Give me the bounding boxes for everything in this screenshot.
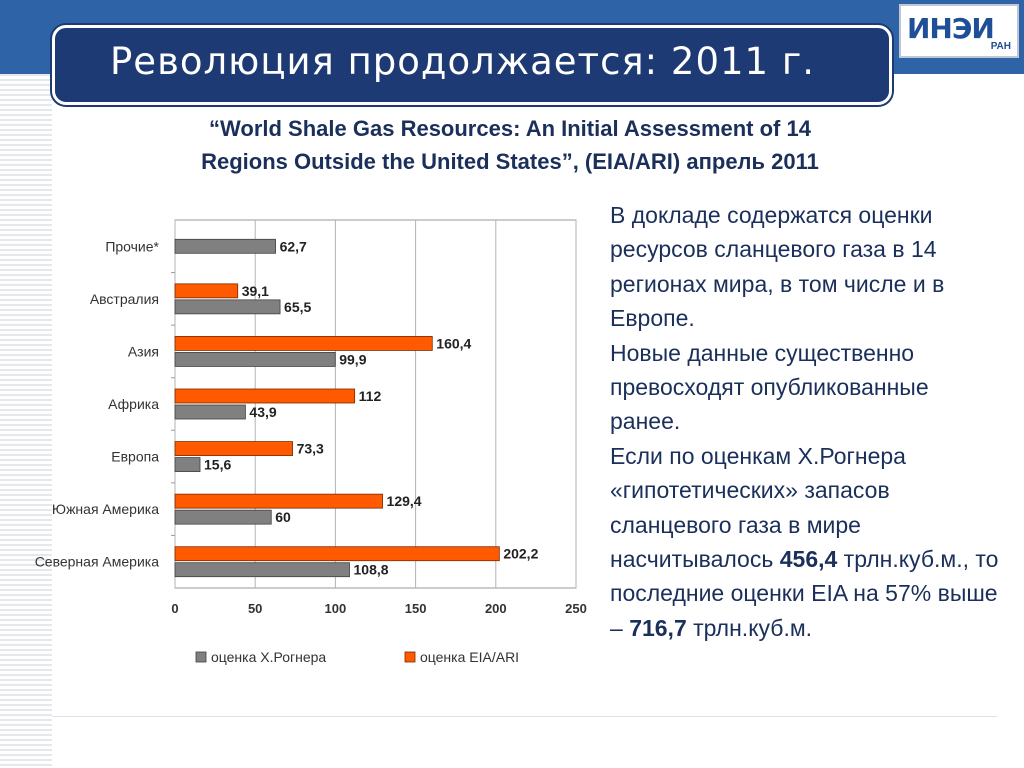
bar-eia — [174, 336, 433, 351]
bar-rogner — [174, 404, 246, 420]
bar-eia — [174, 283, 239, 299]
bar-rogner — [174, 352, 336, 367]
data-label-rogner: 62,7 — [280, 238, 307, 254]
data-label-eia: 39,1 — [242, 283, 269, 299]
body-paragraph-1: В докладе содержатся оценки ресурсов сла… — [610, 202, 945, 332]
data-label-eia: 202,2 — [503, 546, 538, 562]
category-label: Северная Америка — [35, 554, 160, 570]
shale-gas-bar-chart: 0 50 100 150 200 250 Прочие* 62,7 Австралия 39,1 6… — [35, 219, 587, 665]
data-label-rogner: 15,6 — [204, 457, 231, 473]
bar-rogner — [174, 509, 272, 525]
legend-swatch-rogner — [195, 651, 207, 663]
category-label: Австралия — [90, 291, 159, 307]
x-tick-label: 200 — [485, 601, 507, 616]
data-label-rogner: 65,5 — [284, 299, 311, 315]
body-paragraph-2: Новые данные существенно превосходят опу… — [610, 339, 929, 435]
category-label: Европа — [111, 449, 159, 465]
category-label: Южная Америка — [52, 501, 159, 517]
data-label-eia: 129,4 — [387, 493, 422, 509]
data-label-eia: 160,4 — [436, 335, 471, 351]
category-label: Азия — [128, 343, 159, 359]
title-box: Революция продолжается: 2011 г. — [52, 25, 892, 105]
subtitle-line-2: Regions Outside the United States”, (EIA… — [201, 149, 819, 174]
body-p3-part-c: трлн.куб.м., то последние оценки EIA на … — [610, 546, 999, 641]
subtitle-line-1: “World Shale Gas Resources: An Initial A… — [209, 116, 811, 141]
bar-eia — [174, 546, 500, 562]
legend-swatch-eia — [404, 651, 416, 663]
left-stripes-decoration — [0, 74, 52, 768]
slide-title: Революция продолжается: 2011 г. — [110, 40, 816, 83]
legend-label-eia: оценка EIA/ARI — [420, 649, 519, 665]
logo-text: ИНЭИ — [907, 12, 995, 45]
bar-rogner — [174, 238, 276, 254]
bar-eia — [174, 441, 293, 456]
x-tick-label: 150 — [405, 601, 427, 616]
rogner-total-value: 456,4 — [779, 546, 838, 573]
data-label-rogner: 60 — [275, 509, 291, 525]
slide-subtitle: “World Shale Gas Resources: An Initial A… — [90, 112, 930, 178]
data-label-rogner: 99,9 — [339, 351, 366, 367]
bar-eia — [174, 388, 356, 404]
logo-subtext: РАН — [990, 41, 1011, 52]
data-label-rogner: 108,8 — [354, 562, 389, 578]
body-text: В докладе содержатся оценки ресурсов сла… — [610, 198, 1000, 645]
inei-logo: ИНЭИ РАН — [899, 4, 1019, 58]
data-label-eia: 73,3 — [297, 441, 324, 457]
bottom-divider — [52, 716, 997, 717]
eia-total-value: 716,7 — [629, 614, 687, 641]
data-label-rogner: 43,9 — [249, 404, 276, 420]
body-p3-part-a: Если по оценкам Х.Рогнера «гипотетически… — [610, 442, 906, 573]
x-tick-label: 50 — [248, 601, 262, 616]
bar-eia — [174, 493, 383, 509]
data-label-eia: 112 — [359, 388, 382, 404]
category-label: Африка — [108, 396, 159, 412]
x-tick-label: 100 — [325, 601, 347, 616]
body-p3-part-e: трлн.куб.м. — [686, 614, 813, 641]
x-tick-label: 250 — [565, 601, 587, 616]
bar-rogner — [174, 562, 350, 578]
plot-area — [174, 219, 577, 589]
body-paragraph-3: Если по оценкам Х.Рогнера «гипотетически… — [610, 439, 1000, 645]
bar-rogner — [174, 299, 281, 315]
legend-label-rogner: оценка Х.Рогнера — [211, 649, 326, 665]
category-label: Прочие* — [105, 238, 159, 254]
bar-rogner — [174, 457, 201, 472]
x-tick-label: 0 — [171, 601, 178, 616]
